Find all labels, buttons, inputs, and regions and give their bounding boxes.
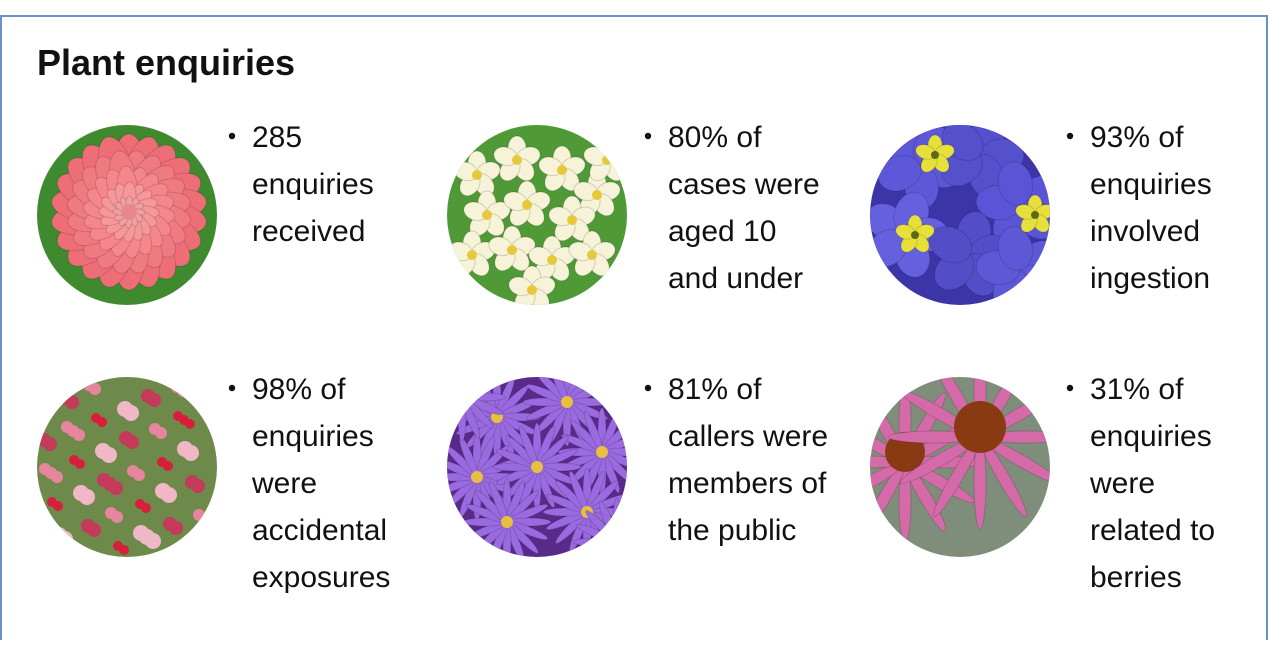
blossom <box>69 455 79 465</box>
flower-center <box>557 165 567 175</box>
stat-line: were <box>251 467 317 500</box>
blossom <box>133 525 149 541</box>
bullet <box>229 385 235 391</box>
flower-center <box>587 250 597 260</box>
bullet <box>1067 385 1073 391</box>
blossom <box>177 441 193 457</box>
blossom <box>47 497 57 507</box>
flower-center <box>501 516 513 528</box>
flower-center <box>911 231 919 239</box>
stat-line: exposures <box>252 561 390 594</box>
blossom <box>97 473 111 487</box>
stat-line: cases were <box>668 168 820 201</box>
blossom <box>149 423 161 435</box>
stat-line: were <box>1089 467 1155 500</box>
flower-center <box>522 200 532 210</box>
infographic: Plant enquiries 285 enquiries received 80% … <box>0 0 1269 640</box>
frame <box>1 16 1267 640</box>
blossom <box>81 519 95 533</box>
blossom <box>95 443 111 459</box>
blossom <box>119 431 133 445</box>
bullet <box>645 385 651 391</box>
stat-line: 93% of <box>1090 121 1184 154</box>
stat-line: enquiries <box>1090 420 1212 453</box>
stat-line: ingestion <box>1090 262 1210 295</box>
blossom <box>61 421 73 433</box>
blossom <box>163 517 177 531</box>
blossom <box>155 483 171 499</box>
flower-center <box>561 396 573 408</box>
stat-line: 31% of <box>1090 373 1184 406</box>
stat-line: 80% of <box>668 121 762 154</box>
stat-line: received <box>252 215 365 248</box>
blossom <box>73 485 89 501</box>
page: {"title": "Plant enquiries", "items": [ … <box>0 0 1269 640</box>
stat-line: aged 10 <box>668 215 776 248</box>
flower-center <box>482 210 492 220</box>
stat-line: enquiries <box>1090 168 1212 201</box>
blossom <box>173 411 183 421</box>
flower-center <box>531 461 543 473</box>
stat-line: enquiries <box>252 168 374 201</box>
flower-center <box>471 471 483 483</box>
blossom <box>127 465 139 477</box>
flower-center <box>121 204 137 220</box>
flower-center <box>472 170 482 180</box>
stat-line: members of <box>668 467 827 500</box>
blossom <box>185 475 199 489</box>
blossom <box>157 457 167 467</box>
stat-line: enquiries <box>252 420 374 453</box>
blossom <box>113 541 123 551</box>
blossom <box>105 507 117 519</box>
flower-center <box>467 250 477 260</box>
title: Plant enquiries <box>37 42 295 83</box>
flower-center <box>931 151 939 159</box>
bullet <box>229 133 235 139</box>
stat-line: accidental <box>252 514 387 547</box>
plant-photo <box>37 125 217 305</box>
blossom <box>141 389 155 403</box>
flower-center <box>592 190 602 200</box>
stat-line: related to <box>1090 514 1215 547</box>
blossom <box>91 413 101 423</box>
flower-center <box>547 255 557 265</box>
blossom <box>117 401 133 417</box>
stat-line: 81% of <box>668 373 762 406</box>
stat-line: 285 <box>252 121 302 154</box>
bullet <box>1067 133 1073 139</box>
blossom <box>135 499 145 509</box>
stat-line: involved <box>1090 215 1200 248</box>
blossom <box>39 463 51 475</box>
flower-center <box>567 215 577 225</box>
flower-center <box>1031 211 1039 219</box>
stat-line: callers were <box>668 420 828 453</box>
flower-center <box>596 446 608 458</box>
stat-line: berries <box>1090 561 1182 594</box>
stat-line: and under <box>668 262 803 295</box>
stat-line: 98% of <box>252 373 346 406</box>
stat-line: the public <box>668 514 796 547</box>
bullet <box>645 133 651 139</box>
cone <box>954 401 1006 453</box>
flower-center <box>507 245 517 255</box>
flower-center <box>512 155 522 165</box>
flower-center <box>527 285 537 295</box>
